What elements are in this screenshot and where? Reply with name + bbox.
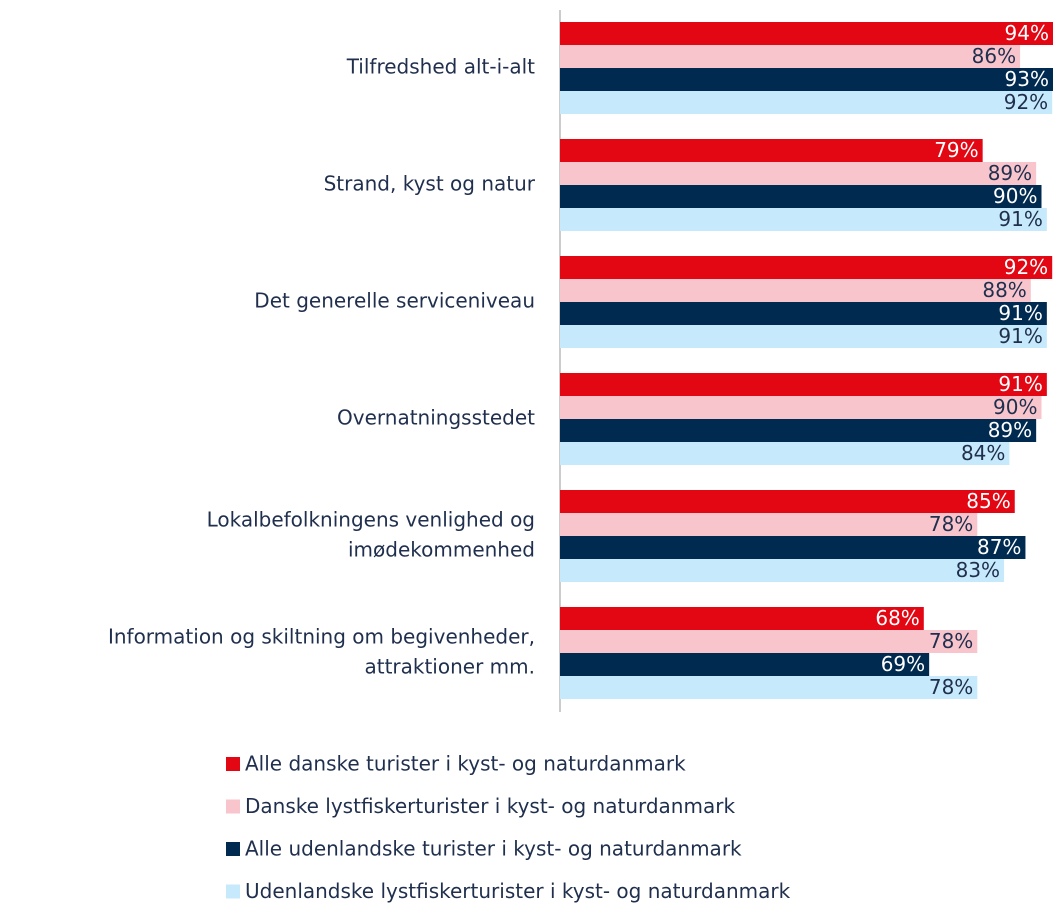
bar xyxy=(560,536,1026,559)
bar xyxy=(560,302,1047,325)
category-label: Information og skiltning om begivenheder… xyxy=(108,625,535,649)
legend-swatch xyxy=(226,884,240,899)
value-label: 89% xyxy=(988,161,1032,185)
value-label: 79% xyxy=(934,138,978,162)
value-label: 78% xyxy=(929,512,973,536)
value-label: 86% xyxy=(972,44,1016,68)
category-label: Det generelle serviceniveau xyxy=(254,289,535,313)
bar xyxy=(560,630,978,653)
bar xyxy=(560,653,930,676)
bar xyxy=(560,139,983,162)
bar xyxy=(560,22,1053,45)
bar xyxy=(560,559,1005,582)
value-label: 87% xyxy=(977,535,1021,559)
legend-label: Alle udenlandske turister i kyst- og nat… xyxy=(245,837,742,861)
bar xyxy=(560,325,1047,348)
bar xyxy=(560,513,978,536)
bar xyxy=(560,185,1042,208)
value-label: 92% xyxy=(1004,90,1048,114)
legend-label: Udenlandske lystfiskerturister i kyst- o… xyxy=(245,879,791,903)
legend-swatch xyxy=(226,842,240,856)
bar xyxy=(560,607,924,630)
category-label: Strand, kyst og natur xyxy=(324,172,536,196)
bar xyxy=(560,279,1031,302)
category-label: Lokalbefolkningens venlighed og xyxy=(207,508,535,532)
value-label: 89% xyxy=(988,418,1032,442)
value-label: 68% xyxy=(875,606,919,630)
value-label: 91% xyxy=(998,301,1042,325)
bar xyxy=(560,442,1010,465)
bar xyxy=(560,208,1047,231)
value-label: 91% xyxy=(998,324,1042,348)
value-label: 78% xyxy=(929,629,973,653)
bar xyxy=(560,91,1053,114)
value-label: 92% xyxy=(1004,255,1048,279)
bar xyxy=(560,45,1021,68)
category-label: attraktioner mm. xyxy=(364,655,535,679)
bar xyxy=(560,256,1053,279)
bar xyxy=(560,419,1037,442)
value-label: 84% xyxy=(961,441,1005,465)
value-label: 90% xyxy=(993,395,1037,419)
value-label: 85% xyxy=(966,489,1010,513)
bar xyxy=(560,676,978,699)
value-label: 91% xyxy=(998,372,1042,396)
bar xyxy=(560,373,1047,396)
bar xyxy=(560,490,1015,513)
value-label: 88% xyxy=(982,278,1026,302)
bar xyxy=(560,68,1053,91)
bar xyxy=(560,396,1042,419)
legend-swatch xyxy=(226,799,240,814)
category-label: Overnatningsstedet xyxy=(337,406,535,430)
value-label: 94% xyxy=(1005,21,1049,45)
value-label: 90% xyxy=(993,184,1037,208)
legend-label: Alle danske turister i kyst- og naturdan… xyxy=(245,752,686,776)
value-label: 69% xyxy=(881,652,925,676)
value-label: 83% xyxy=(956,558,1000,582)
legend-swatch xyxy=(226,757,240,771)
category-label: Tilfredshed alt-i-alt xyxy=(346,55,535,79)
legend-label: Danske lystfiskerturister i kyst- og nat… xyxy=(245,794,735,818)
category-label: imødekommenhed xyxy=(348,538,535,562)
value-label: 93% xyxy=(1005,67,1049,91)
bar xyxy=(560,162,1037,185)
value-label: 91% xyxy=(998,207,1042,231)
value-label: 78% xyxy=(929,675,973,699)
